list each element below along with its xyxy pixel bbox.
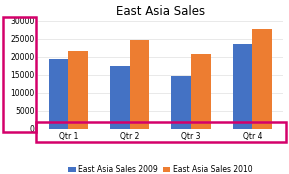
Bar: [110, 66, 130, 129]
Bar: [233, 44, 252, 129]
Bar: [191, 54, 211, 129]
Bar: [252, 29, 272, 129]
Legend: East Asia Sales 2009, East Asia Sales 2010: East Asia Sales 2009, East Asia Sales 20…: [68, 165, 252, 174]
Title: East Asia Sales: East Asia Sales: [116, 5, 205, 18]
Bar: [49, 59, 68, 129]
Bar: [68, 52, 88, 129]
Bar: [171, 76, 191, 129]
Bar: [130, 39, 149, 129]
